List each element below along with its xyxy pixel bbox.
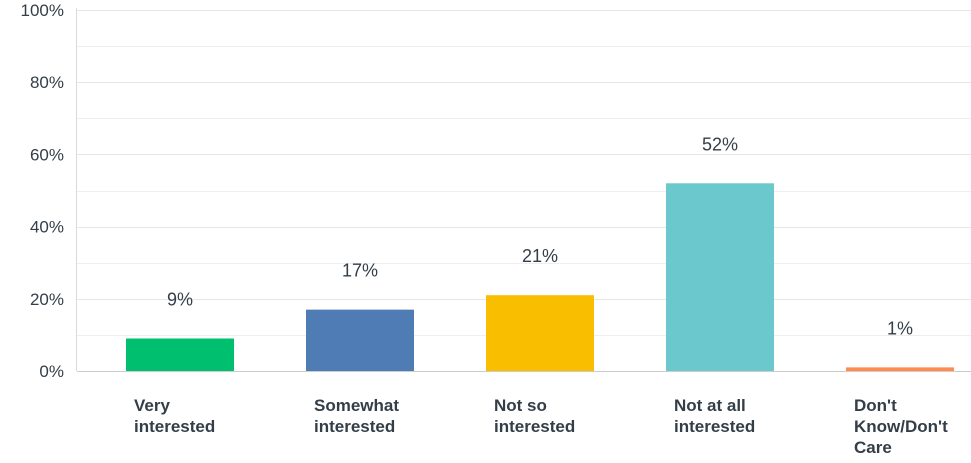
y-tick-label: 40%: [30, 218, 64, 237]
bar: [486, 295, 594, 371]
x-category-label: Don't Know/Don't Care: [854, 396, 948, 457]
bar: [846, 367, 954, 371]
x-category-label: Very interested: [134, 396, 215, 436]
data-label: 17%: [342, 261, 378, 281]
bar: [306, 309, 414, 371]
gridlines: [77, 10, 971, 336]
x-category-label: Not at all interested: [674, 396, 755, 436]
x-category-label: Somewhat interested: [314, 396, 399, 436]
y-tick-label: 80%: [30, 73, 64, 92]
x-category-label: Not so interested: [494, 396, 575, 436]
data-label: 52%: [702, 134, 738, 154]
y-tick-label: 20%: [30, 290, 64, 309]
y-tick-label: 60%: [30, 145, 64, 164]
y-axis-tick-labels: 0% 20% 40% 60% 80% 100%: [21, 1, 64, 381]
y-tick-label: 100%: [21, 1, 64, 20]
bar: [126, 338, 234, 371]
data-label: 1%: [887, 318, 913, 338]
x-axis-category-labels: Very interested Somewhat interested Not so in…: [134, 396, 948, 457]
data-label: 9%: [167, 290, 193, 310]
axes: [76, 8, 971, 372]
data-label: 21%: [522, 246, 558, 266]
bars: [126, 183, 954, 371]
data-labels: 9% 17% 21% 52% 1%: [167, 134, 913, 338]
y-tick-label: 0%: [39, 362, 64, 381]
bar: [666, 183, 774, 371]
